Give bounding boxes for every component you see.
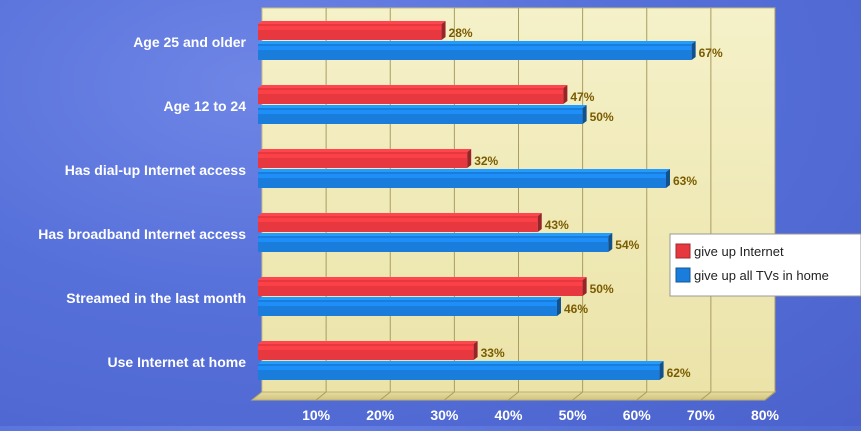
bar-highlight	[258, 26, 442, 30]
x-tick-label: 80%	[751, 407, 780, 423]
x-tick-label: 20%	[366, 407, 395, 423]
category-label: Age 12 to 24	[164, 98, 247, 114]
bar-give-up-internet	[258, 21, 446, 40]
bar-top-face	[258, 85, 567, 88]
data-label: 50%	[590, 110, 614, 124]
bar-highlight	[258, 346, 474, 350]
bar-give-up-internet	[258, 213, 542, 232]
bar-top-face	[258, 149, 471, 152]
data-label: 54%	[615, 238, 639, 252]
bar-give-up-tvs	[258, 297, 561, 316]
legend-swatch	[676, 244, 690, 258]
bar-end-cap	[660, 361, 664, 380]
data-label: 32%	[474, 154, 498, 168]
bar-give-up-internet	[258, 85, 567, 104]
bar-give-up-tvs	[258, 233, 612, 252]
bar-give-up-tvs	[258, 105, 587, 124]
data-label: 62%	[667, 366, 691, 380]
legend-label: give up Internet	[694, 244, 784, 259]
data-label: 63%	[673, 174, 697, 188]
data-label: 43%	[545, 218, 569, 232]
bar-highlight	[258, 282, 583, 286]
category-label: Streamed in the last month	[66, 290, 246, 306]
bar-end-cap	[583, 105, 587, 124]
bar-give-up-internet	[258, 341, 478, 360]
x-tick-label: 70%	[687, 407, 716, 423]
bar-top-face	[258, 361, 664, 364]
x-tick-label: 40%	[494, 407, 523, 423]
bar-top-face	[258, 233, 612, 236]
bar-end-cap	[666, 169, 670, 188]
bar-give-up-internet	[258, 149, 471, 168]
data-label: 47%	[570, 90, 594, 104]
data-label: 46%	[564, 302, 588, 316]
bar-top-face	[258, 341, 478, 344]
bar-highlight	[258, 46, 692, 50]
bar-highlight	[258, 174, 666, 178]
bar-end-cap	[557, 297, 561, 316]
legend-label: give up all TVs in home	[694, 268, 829, 283]
legend-swatch	[676, 268, 690, 282]
bar-end-cap	[563, 85, 567, 104]
data-label: 33%	[481, 346, 505, 360]
x-tick-label: 10%	[302, 407, 331, 423]
bar-end-cap	[474, 341, 478, 360]
bar-highlight	[258, 90, 563, 94]
bar-give-up-tvs	[258, 361, 664, 380]
x-tick-label: 50%	[559, 407, 588, 423]
data-label: 50%	[590, 282, 614, 296]
data-label: 67%	[699, 46, 723, 60]
bar-highlight	[258, 238, 608, 242]
bar-top-face	[258, 213, 542, 216]
bar-give-up-internet	[258, 277, 587, 296]
data-label: 28%	[449, 26, 473, 40]
bar-highlight	[258, 110, 583, 114]
x-tick-label: 60%	[623, 407, 652, 423]
bar-end-cap	[538, 213, 542, 232]
category-label: Has dial-up Internet access	[65, 162, 247, 178]
bar-end-cap	[692, 41, 696, 60]
bar-end-cap	[442, 21, 446, 40]
bar-top-face	[258, 277, 587, 280]
bar-end-cap	[583, 277, 587, 296]
bar-top-face	[258, 105, 587, 108]
category-label: Use Internet at home	[108, 354, 247, 370]
bar-highlight	[258, 154, 467, 158]
bar-highlight	[258, 302, 557, 306]
category-label: Has broadband Internet access	[38, 226, 246, 242]
bar-end-cap	[467, 149, 471, 168]
bar-top-face	[258, 297, 561, 300]
bar-end-cap	[608, 233, 612, 252]
bar-give-up-tvs	[258, 169, 670, 188]
bar-highlight	[258, 218, 538, 222]
bar-top-face	[258, 169, 670, 172]
bar-highlight	[258, 366, 660, 370]
x-tick-label: 30%	[430, 407, 459, 423]
bar-top-face	[258, 41, 696, 44]
bar-give-up-tvs	[258, 41, 696, 60]
bar-top-face	[258, 21, 446, 24]
category-label: Age 25 and older	[133, 34, 246, 50]
